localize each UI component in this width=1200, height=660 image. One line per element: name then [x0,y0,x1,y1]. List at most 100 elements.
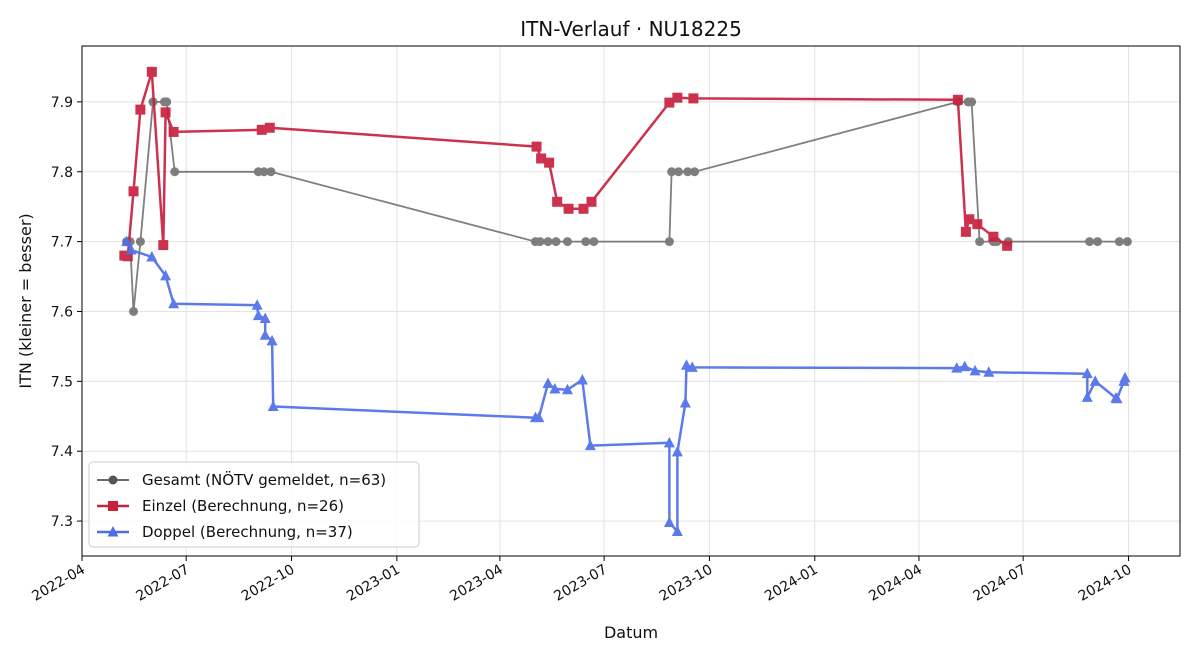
y-axis: 7.3 7.4 7.5 7.6 7.7 7.8 7.9 [51,95,82,530]
data-point-doppel [969,364,981,376]
data-point-einzel [672,92,683,103]
data-point-gesamt [589,237,599,247]
chart-title: ITN-Verlauf · NU18225 [520,17,742,41]
data-point-gesamt [1093,237,1103,247]
data-point-doppel [951,362,963,373]
data-point-gesamt [1085,237,1095,247]
series-doppel [121,235,1131,537]
data-point-doppel [576,373,588,385]
data-point-gesamt [162,97,172,107]
data-point-gesamt [551,237,561,247]
data-point-einzel [552,196,563,207]
data-point-doppel [1089,375,1101,386]
data-point-gesamt [170,167,180,177]
x-axis-label: Datum [604,623,658,642]
data-point-doppel [663,436,675,448]
y-tick-label: 7.3 [51,514,73,530]
legend-item-doppel: Doppel (Berechnung, n=37) [97,523,353,541]
data-point-gesamt [543,237,553,247]
data-point-gesamt [667,167,677,177]
x-tick-label: 2023-04 [447,562,506,605]
data-point-einzel [128,186,139,197]
x-axis: 2022-04 2022-07 2022-10 2023-01 2023-04 2023-… [29,556,1134,605]
data-point-gesamt [674,167,684,177]
plot-frame [81,45,1181,557]
data-point-gesamt [266,167,276,177]
data-point-doppel [584,439,596,451]
y-tick-label: 7.6 [51,304,73,320]
data-point-einzel [531,141,542,152]
data-point-einzel [960,226,971,237]
data-point-gesamt [535,237,545,247]
data-point-gesamt [975,237,985,247]
legend-label: Doppel (Berechnung, n=37) [142,523,353,541]
data-point-einzel [952,94,963,105]
series-line-gesamt [126,101,1128,313]
data-point-einzel [146,66,157,77]
data-point-doppel [168,297,180,309]
x-tick-label: 2022-07 [134,562,193,605]
data-point-einzel [158,240,169,251]
data-point-einzel [988,231,999,242]
data-point-gesamt [683,167,693,177]
y-tick-label: 7.7 [51,235,73,251]
data-point-doppel [1119,371,1131,383]
data-point-doppel [160,269,172,281]
data-point-gesamt [259,167,269,177]
y-tick-label: 7.5 [51,374,73,390]
data-point-doppel [663,516,675,527]
data-point-doppel [983,366,995,377]
y-tick-label: 7.8 [51,165,73,181]
x-tick-label: 2022-04 [29,562,88,605]
legend-swatch-marker [108,475,118,485]
legend-swatch-marker [108,501,118,511]
data-point-gesamt [664,237,674,247]
x-tick-label: 2024-07 [970,562,1029,605]
data-point-gesamt [562,237,572,247]
data-point-doppel [959,360,971,372]
data-point-doppel [125,244,137,255]
data-point-doppel [542,377,554,388]
data-point-einzel [964,214,975,225]
data-point-gesamt [581,237,591,247]
y-tick-label: 7.9 [51,95,73,111]
data-point-doppel [533,411,545,423]
data-point-doppel [252,309,264,321]
data-point-doppel [267,400,279,411]
data-point-doppel [259,329,271,340]
data-point-einzel [122,251,133,262]
data-point-doppel [671,445,683,457]
data-point-einzel [264,122,275,133]
data-point-doppel [146,250,158,262]
data-point-einzel [563,203,574,214]
legend-label: Gesamt (NÖTV gemeldet, n=63) [142,470,386,489]
data-point-einzel [135,104,146,115]
data-point-doppel [259,312,271,323]
data-point-einzel [168,126,179,137]
data-point-doppel [251,299,263,310]
data-point-einzel [586,196,597,207]
data-point-doppel [266,334,278,346]
data-point-einzel [688,93,699,104]
data-point-doppel [561,383,573,395]
data-point-einzel [1002,240,1013,251]
legend: Gesamt (NÖTV gemeldet, n=63) Einzel (Bere… [88,461,420,548]
series-line-einzel [124,70,1008,258]
x-tick-label: 2024-10 [1076,562,1135,605]
data-point-gesamt [967,97,977,107]
series-einzel [119,66,1013,262]
data-point-einzel [972,219,983,230]
legend-label: Einzel (Berechnung, n=26) [142,497,344,515]
legend-item-einzel: Einzel (Berechnung, n=26) [97,497,344,515]
x-tick-label: 2023-01 [344,562,403,605]
x-tick-label: 2022-10 [239,562,298,605]
x-tick-label: 2023-07 [551,562,610,605]
x-tick-label: 2024-01 [762,562,821,605]
data-point-gesamt [1114,237,1124,247]
data-point-gesamt [1122,237,1132,247]
data-point-einzel [256,124,267,135]
data-point-gesamt [690,167,700,177]
legend-item-gesamt: Gesamt (NÖTV gemeldet, n=63) [97,470,386,489]
data-point-doppel [549,383,561,394]
